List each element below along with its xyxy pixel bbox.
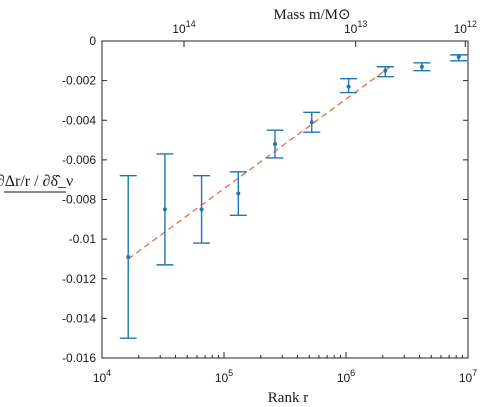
data-point-group (303, 111, 321, 133)
data-point-group (119, 175, 137, 339)
data-point (346, 84, 351, 89)
top-tick-label: 1012 (454, 19, 477, 36)
y-tick-label: -0.008 (62, 193, 96, 207)
data-point-group (413, 62, 431, 72)
data-point (162, 207, 167, 212)
y-tick-label: -0.012 (62, 272, 96, 286)
x-tick-label: 105 (215, 368, 233, 385)
data-point-group (266, 129, 284, 159)
data-point-group (450, 54, 468, 62)
x-tick-label: 107 (459, 368, 477, 385)
data-point-group (376, 66, 394, 78)
top-tick-label: 1014 (172, 19, 195, 36)
top-axis-label-text: Mass m/M⊙ (273, 7, 350, 23)
y-axis-label-text: ∂Δr/r / ∂δ̂_ν (0, 173, 73, 190)
data-point (456, 54, 461, 59)
data-point (273, 142, 278, 147)
data-point (383, 68, 388, 73)
y-tick-label: -0.014 (62, 311, 96, 325)
data-point (236, 191, 241, 196)
y-tick-label: -0.006 (62, 153, 96, 167)
data-point-group (340, 77, 358, 94)
data-point (419, 64, 424, 69)
data-point-group (193, 175, 211, 244)
y-tick-label: -0.01 (69, 232, 97, 246)
data-point (126, 254, 131, 259)
data-point-group (229, 171, 247, 217)
fit-line-group (127, 66, 391, 260)
x-axis-label-text: Rank r (268, 390, 308, 406)
y-tick-label: -0.002 (62, 74, 96, 88)
data-point-group (156, 153, 174, 266)
y-axis-label: ∂Δr/r / ∂δ̂_ν (0, 173, 73, 193)
y-tick-label: -0.016 (62, 351, 96, 365)
plot-axes: 0 -0.002 -0.004 -0.006 -0.008 -0.01 -0.012 -0.0… (62, 19, 477, 385)
data-point (199, 207, 204, 212)
top-tick-label: 1013 (344, 19, 367, 36)
top-axis-label: Mass m/M⊙ (273, 7, 350, 23)
data-point (309, 120, 314, 125)
y-tick-label: 0 (89, 34, 96, 48)
y-tick-label: -0.004 (62, 113, 96, 127)
x-tick-label: 104 (93, 368, 111, 385)
data-points (119, 54, 468, 339)
plot-frame (101, 40, 469, 359)
x-tick-label: 106 (337, 368, 355, 385)
x-axis-label: Rank r (268, 390, 308, 406)
fit-line (127, 66, 391, 260)
